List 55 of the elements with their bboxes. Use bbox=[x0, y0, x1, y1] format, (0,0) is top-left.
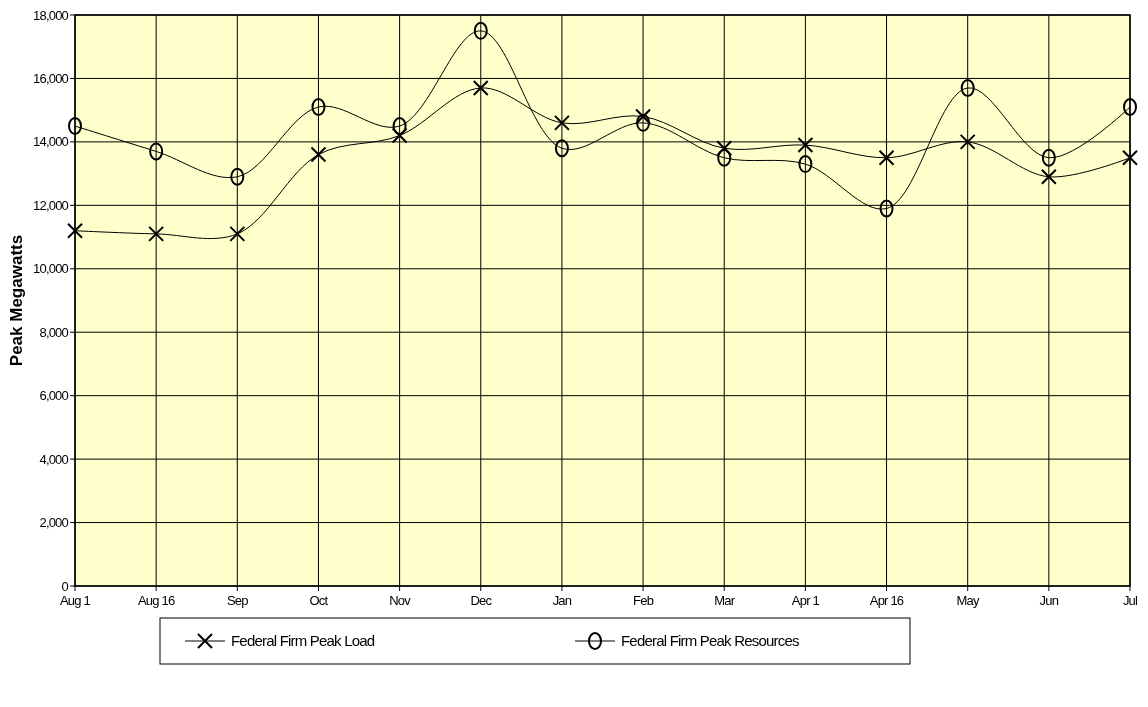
x-tick-label: Mar bbox=[714, 593, 736, 608]
y-tick-label: 12,000 bbox=[33, 197, 69, 213]
point bbox=[717, 148, 732, 167]
point bbox=[473, 21, 488, 40]
point bbox=[148, 225, 165, 242]
point bbox=[68, 117, 82, 136]
y-tick-label: 14,000 bbox=[33, 134, 69, 150]
point bbox=[392, 117, 407, 136]
point bbox=[554, 139, 569, 158]
point bbox=[553, 114, 570, 131]
legend-label: Federal Firm Peak Load bbox=[231, 632, 375, 650]
x-tick-label: Jun bbox=[1039, 593, 1059, 608]
x-tick-label: Oct bbox=[309, 593, 329, 608]
point bbox=[878, 149, 895, 166]
point bbox=[636, 113, 651, 132]
legend-label: Federal Firm Peak Resources bbox=[621, 632, 799, 650]
x-tick-label: Dec bbox=[470, 593, 493, 608]
point bbox=[716, 140, 733, 157]
y-tick-label: 18,000 bbox=[33, 7, 69, 23]
x-tick-label: May bbox=[956, 593, 981, 608]
y-tick-label: 6,000 bbox=[39, 388, 69, 404]
point bbox=[149, 142, 164, 161]
point bbox=[635, 108, 652, 125]
point bbox=[959, 133, 976, 150]
x-tick-label: Aug 1 bbox=[60, 593, 91, 608]
point bbox=[1122, 149, 1138, 166]
point bbox=[230, 167, 245, 186]
x-tick-label: Sep bbox=[226, 593, 249, 608]
point bbox=[879, 199, 894, 218]
x-tick-label: Nov bbox=[389, 593, 412, 608]
x-tick-label: Feb bbox=[633, 593, 654, 608]
point bbox=[1123, 97, 1137, 116]
point bbox=[798, 155, 813, 174]
x-tick-label: Aug 16 bbox=[137, 593, 175, 608]
point bbox=[310, 146, 327, 163]
x-tick-label: Jan bbox=[552, 593, 572, 608]
x-tick-label: Apr 1 bbox=[791, 593, 820, 608]
point bbox=[1041, 148, 1056, 167]
point bbox=[311, 97, 326, 116]
point bbox=[1040, 168, 1057, 185]
y-axis-title: Peak Megawatts bbox=[7, 234, 26, 367]
point bbox=[960, 78, 975, 97]
y-tick-label: 4,000 bbox=[39, 451, 69, 467]
y-tick-label: 8,000 bbox=[39, 324, 69, 340]
x-tick-label: Apr 16 bbox=[869, 593, 904, 608]
point bbox=[472, 79, 489, 96]
y-tick-label: 2,000 bbox=[39, 515, 69, 531]
point bbox=[391, 127, 408, 144]
x-tick-label: Jul bbox=[1122, 593, 1139, 608]
point bbox=[67, 222, 83, 239]
point bbox=[229, 225, 246, 242]
point bbox=[797, 137, 814, 154]
y-tick-label: 0 bbox=[61, 578, 69, 594]
y-tick-label: 10,000 bbox=[33, 261, 69, 277]
y-tick-label: 16,000 bbox=[33, 70, 69, 86]
